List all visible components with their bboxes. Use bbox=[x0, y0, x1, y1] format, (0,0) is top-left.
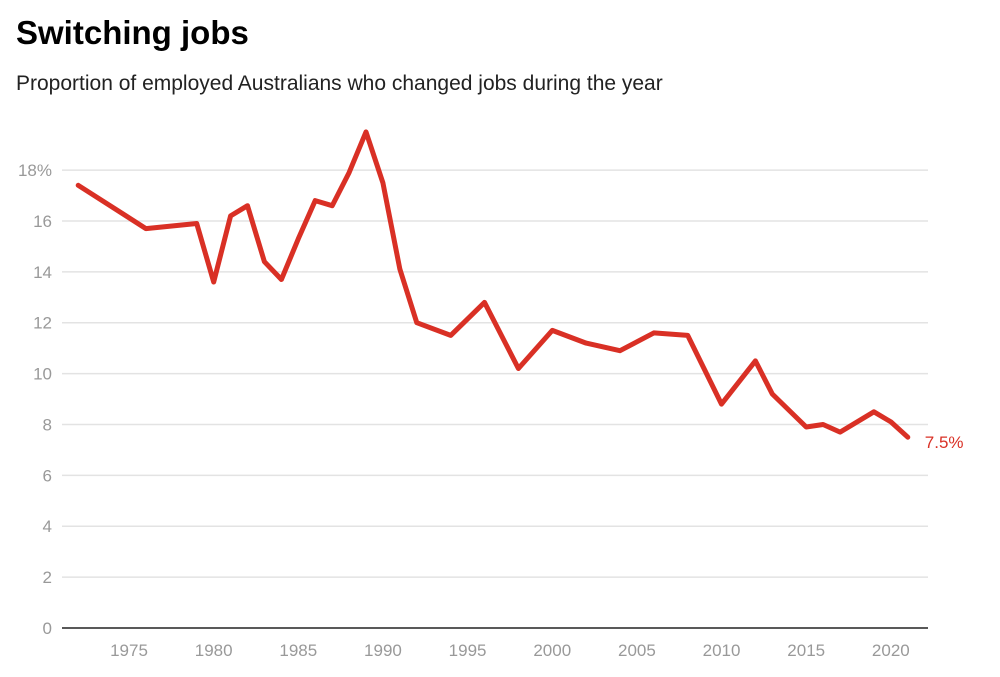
y-tick-label: 4 bbox=[43, 517, 52, 536]
y-tick-label: 0 bbox=[43, 619, 52, 638]
series-line bbox=[75, 129, 911, 440]
y-tick-label: 8 bbox=[43, 415, 52, 434]
y-tick-label: 12 bbox=[33, 314, 52, 333]
x-tick-label: 1990 bbox=[364, 641, 402, 660]
x-tick-label: 1980 bbox=[195, 641, 233, 660]
x-tick-label: 2020 bbox=[872, 641, 910, 660]
x-tick-label: 1995 bbox=[449, 641, 487, 660]
x-tick-label: 2000 bbox=[533, 641, 571, 660]
chart-subtitle: Proportion of employed Australians who c… bbox=[16, 72, 663, 95]
x-tick-label: 2015 bbox=[787, 641, 825, 660]
x-tick-label: 2005 bbox=[618, 641, 656, 660]
y-tick-label: 16 bbox=[33, 212, 52, 231]
chart-title: Switching jobs bbox=[16, 14, 249, 51]
y-tick-label: 2 bbox=[43, 568, 52, 587]
x-tick-label: 2010 bbox=[703, 641, 741, 660]
y-tick-label: 18% bbox=[18, 161, 52, 180]
end-value-label: 7.5% bbox=[925, 433, 964, 452]
y-tick-label: 6 bbox=[43, 466, 52, 485]
x-tick-label: 1975 bbox=[110, 641, 148, 660]
y-tick-label: 14 bbox=[33, 263, 52, 282]
y-tick-label: 10 bbox=[33, 365, 52, 384]
x-tick-label: 1985 bbox=[279, 641, 317, 660]
